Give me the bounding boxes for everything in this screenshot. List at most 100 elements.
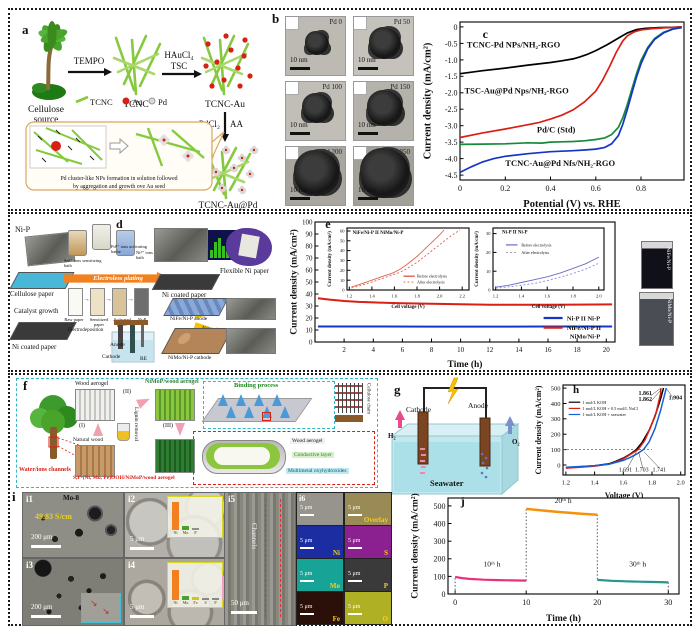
panel-g-label: g [394,382,401,397]
series-leader2 [650,389,662,402]
tem-scale-text: 10 nm [358,186,376,194]
x-tick-label: 12 [486,346,494,354]
x-tick-label: 2.0 [437,294,443,299]
eds-maps-column-1: i6 5 μm 5 μm Ni 5 μm Mo 5 μm Fe [296,492,344,625]
panel-b-label: b [272,11,280,26]
y-tick-label: -4.5 [445,171,458,180]
flexible-ni-paper-label: Flexible Ni paper [220,267,269,275]
layer1-label: Wood aerogel [290,438,325,445]
catalyst-cone [272,394,282,406]
y-axis-label: Current density (mA/cm²) [410,493,421,599]
x-tick-label: 18 [574,346,582,354]
chart-label: c [483,27,489,41]
ni-coated-sheet-2 [151,274,221,290]
tem-scale-bar [358,67,378,70]
i5-channels-note: Channels [249,523,258,550]
chart-label: 1.904 [669,396,683,402]
map-scale-bar [348,514,362,516]
cellulose-source-label-1: Cellulose [28,105,64,115]
x-tick-label: 0.4 [546,184,556,193]
zoom-region-box [262,412,271,421]
y-tick-label: 60 [340,229,345,234]
sem-image-i4: i4 NiMoFeSPO 5 μm [124,558,225,626]
x-tick-label: 1.6 [392,294,398,299]
x-tick-label: 2 [342,346,346,354]
series-tcnc-pd-nps-nh2-rgo [459,26,682,75]
callout-caption-1: Pd cluster-like NPs formation in solutio… [60,175,177,182]
map-scale-bar [348,547,362,549]
nip-label: Ni-P [15,225,31,234]
legend-tcnc-rod-icon [75,95,89,104]
cathode-label: Cathode [406,405,432,414]
tem-sample-label: Pd 150 [390,83,410,91]
chart-label: Pd/C (Std) [537,124,576,134]
y-tick-label: 300 [551,416,561,423]
red-arrow-icon: ↘ [102,606,110,616]
chart-seawater-polarization: 1.2 1.4 1.6 1.8 2.0 0 100 200 300 400 500 Voltage (… [534,384,686,500]
tem-sample-label: Pd 100 [322,83,342,91]
legend-au-dot-icon [122,97,130,105]
glove-photo [226,228,272,266]
plating-bath-jar [116,230,135,256]
map-scale-text: 5 μm [300,571,313,577]
i2-eds-bar-inset: Ni Mo P [167,496,223,538]
o2-bubbles [480,452,489,479]
tem-image-grid: Pd 0 10 nm Pd 50 10 nm Pd 100 10 nm Pd 150 10 n… [285,16,414,206]
series-leader4 [627,451,637,468]
tem-image-pd-100: Pd 100 10 nm [285,81,346,141]
pd-formation-callout [25,121,225,191]
y-axis-label: Current density (mA/cm²) [423,42,434,159]
y-tick-label: 500 [551,385,561,392]
chart-label: 1 mol/L KOH [582,400,606,405]
y-tick-label: 50 [306,279,314,287]
activated-paper-strip [112,288,127,316]
y-tick-label: 60 [306,267,314,275]
h2-bubbles [420,448,426,474]
x-tick-label: 1.4 [519,294,525,299]
tem-image-pd-0: Pd 0 10 nm [285,16,346,76]
x-tick-label: 14 [515,346,523,354]
nife-anode-illustration [163,298,229,316]
anode-label: Anode [468,401,489,410]
tank-right-face [501,423,519,496]
tem-scale-text: 10 nm [358,121,376,129]
map-scale-text: 5 μm [348,571,361,577]
chart-label: h [573,384,579,396]
eds-bar-ni: Ni [172,566,179,605]
i4-eds-bar-inset: NiMoFeSPO [167,562,224,608]
ni-coated-sem-thumbnail [154,228,208,262]
y-tick-label: 20 [340,268,345,273]
series-leader6 [643,451,660,468]
nimo-cathode-label: NiMo/Ni-P cathode [168,355,212,361]
cellulose-molecular-structure [335,383,363,413]
series-before-electrolysis [495,256,600,288]
cathode-label: Cathode [102,354,121,360]
nimo-photo-label: NiMo/Ni-P [666,298,672,324]
x-tick-label: 0 [458,184,462,193]
multilayer-cylinder-box: Wood aerogel Conductive layer Multimetal… [193,431,375,485]
y-tick-label: -3.5 [445,138,458,147]
y-tick-label: -4.0 [445,154,458,163]
activating-bath-jar [92,224,111,250]
element-label: Mo [329,582,340,590]
chart-label: 20ᵗʰ h [555,496,572,505]
chart-label: TCNC-Au@Pd Nfs/NH₂-RGO [505,158,615,168]
o2-up-arrow-icon [505,416,515,434]
cellulose-chain-label: Cellulose chain [365,383,371,414]
nife-anode-label: NiFe/Ni-P anode [170,316,208,322]
map-scale-bar [300,613,314,615]
cathode-electrode [417,411,429,465]
map-scale-bar [300,580,314,582]
x-tick-label: 30 [664,598,672,607]
y-tick-label: 70 [306,255,314,263]
nimop-aerogel-label: NiMoP/wood aerogel [145,379,199,385]
panel-i-label: i [12,489,16,504]
au-seed-dots [203,33,253,89]
re-label: RE [140,356,148,362]
y-axis-label: Current density (mA/cm²) [289,229,300,335]
y-tick-label: 20 [306,315,314,323]
x-tick-label: 6 [401,346,405,354]
sensitized-paper-strip [90,288,105,316]
chart-orr-lsv: 0 0.2 0.4 0.6 0.8 0 -0.5 -1.0 -1.5 -2.0 -2.5 -3.0 -3… [423,21,685,210]
y-axis-label: Current density (mA/cm²) [534,385,543,474]
